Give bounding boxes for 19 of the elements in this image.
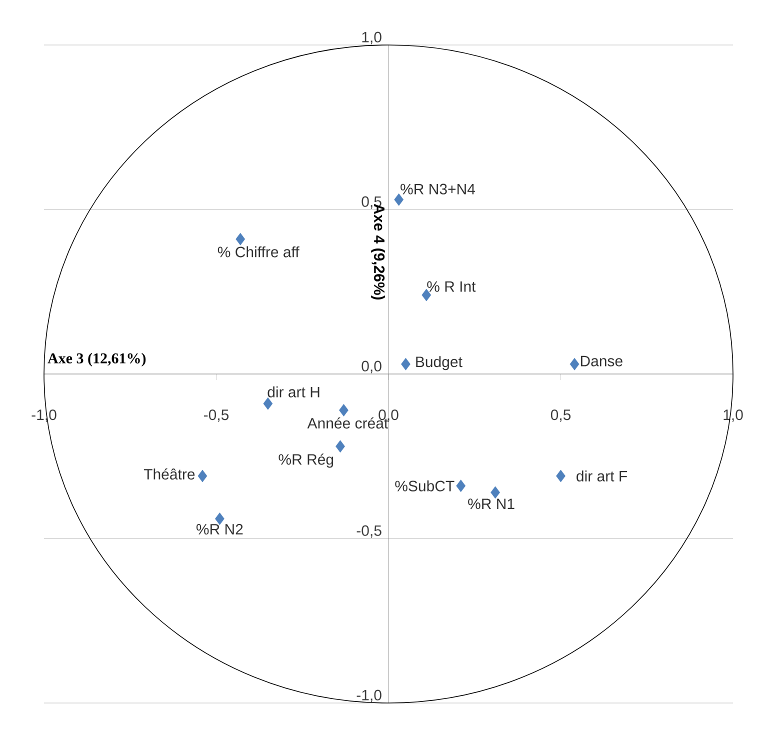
y-tick-label: 0,0 (362, 360, 382, 374)
series-label: dir art H (268, 386, 320, 398)
series-label: dir art F (576, 470, 628, 482)
series-label: Théâtre (144, 468, 195, 480)
series-label: %R Rég (278, 454, 334, 468)
series-label: %R N2 (196, 524, 243, 535)
x-axis-title: Axe 3 (12,61%) (48, 352, 146, 366)
series-label: %R N3+N4 (400, 184, 476, 194)
x-tick-label: -0,5 (204, 410, 229, 422)
y-tick-label: 1,0 (362, 32, 382, 44)
series-label: %SubCT (395, 480, 454, 492)
series-label: Budget (416, 356, 462, 370)
series-label: %R N1 (468, 498, 514, 510)
series-label: % R Int (427, 281, 476, 292)
series-label: % Chiffre aff (218, 246, 300, 258)
x-tick-label: 0,5 (550, 410, 571, 422)
y-tick-label: -0,5 (356, 525, 382, 538)
series-label: Danse (580, 356, 622, 366)
y-tick-label: -1,0 (356, 690, 382, 702)
